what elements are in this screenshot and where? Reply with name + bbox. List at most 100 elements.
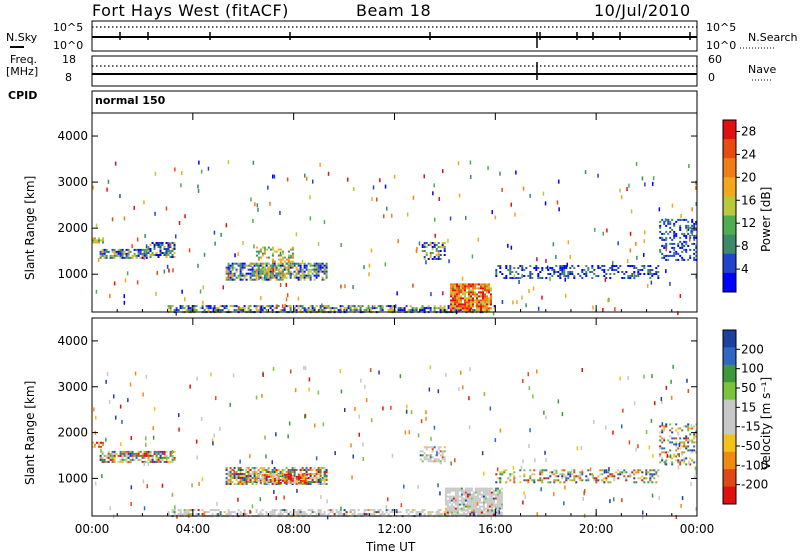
data-cell (439, 513, 442, 516)
data-cell (585, 479, 588, 482)
data-cell (450, 507, 453, 510)
data-cell (466, 303, 468, 306)
data-cell (665, 236, 668, 239)
data-cell (285, 467, 288, 469)
data-cell (433, 458, 436, 461)
data-cell (653, 469, 656, 472)
data-cell (263, 252, 266, 255)
data-cell (559, 269, 562, 271)
echo-point (287, 434, 289, 439)
data-cell (500, 493, 503, 496)
data-cell (659, 425, 662, 428)
data-cell (275, 264, 278, 267)
data-cell (659, 453, 662, 456)
data-cell (319, 270, 322, 273)
data-cell (313, 473, 316, 475)
data-cell (269, 305, 272, 308)
data-cell (474, 503, 477, 506)
data-cell (478, 299, 480, 302)
data-cell (147, 456, 150, 459)
data-cell (227, 509, 230, 512)
data-cell (147, 252, 150, 254)
echo-point (353, 187, 355, 191)
data-cell (500, 501, 503, 504)
data-cell (466, 509, 469, 512)
data-cell (263, 473, 266, 476)
data-cell (177, 509, 180, 512)
data-cell (279, 276, 282, 279)
data-cell (299, 509, 302, 512)
data-cell (484, 295, 486, 298)
echo-point (285, 282, 287, 287)
data-cell (511, 271, 514, 273)
data-cell (153, 450, 156, 453)
data-cell (345, 307, 348, 310)
data-cell (291, 471, 294, 473)
data-cell (695, 244, 698, 247)
data-cell (625, 471, 628, 474)
data-cell (454, 293, 456, 296)
data-cell (454, 509, 457, 512)
data-cell (675, 252, 678, 255)
data-cell (496, 509, 499, 512)
data-cell (595, 481, 598, 484)
data-cell (102, 239, 104, 242)
echo-point (154, 171, 157, 176)
echo-point (326, 499, 328, 504)
data-cell (257, 475, 260, 478)
data-cell (456, 291, 458, 294)
data-cell (151, 456, 154, 459)
data-cell (456, 293, 458, 296)
data-cell (301, 272, 304, 275)
data-cell (299, 262, 302, 265)
echo-point (108, 399, 111, 404)
data-cell (319, 475, 322, 477)
echo-point (620, 195, 623, 200)
data-cell (474, 495, 477, 498)
data-cell (460, 493, 463, 496)
data-cell (399, 307, 402, 310)
data-cell (273, 264, 276, 267)
data-cell (484, 507, 487, 510)
data-cell (579, 479, 582, 482)
echo-point (130, 436, 132, 441)
data-cell (482, 301, 484, 304)
data-cell (567, 471, 570, 474)
data-cell (375, 307, 378, 310)
beam-label: Beam 18 (356, 1, 432, 20)
data-cell (139, 454, 142, 457)
echo-point (522, 500, 524, 505)
data-cell (549, 481, 552, 484)
data-cell (321, 309, 324, 312)
echo-point (105, 379, 107, 384)
data-cell (291, 264, 294, 267)
data-cell (147, 452, 150, 455)
data-cell (482, 497, 485, 500)
echo-point (175, 311, 177, 316)
data-cell (365, 307, 368, 310)
data-cell (283, 260, 286, 263)
echo-point (207, 166, 210, 171)
data-cell (289, 270, 292, 273)
data-cell (239, 467, 242, 469)
nave-label: Nave (748, 63, 777, 76)
data-cell (117, 250, 120, 253)
data-cell (139, 252, 142, 255)
data-cell (587, 469, 590, 472)
data-cell (145, 254, 148, 257)
data-cell (361, 305, 364, 308)
data-cell (265, 274, 268, 277)
data-cell (470, 509, 473, 512)
data-cell (689, 439, 692, 442)
data-cell (287, 477, 290, 480)
data-cell (273, 307, 276, 310)
data-cell (452, 301, 454, 304)
data-cell (437, 511, 440, 514)
data-cell (143, 250, 146, 253)
data-cell (167, 252, 170, 254)
xaxis-label: Time UT (366, 540, 416, 554)
data-cell (135, 452, 138, 455)
data-cell (452, 283, 454, 286)
data-cell (679, 224, 682, 227)
echo-point (220, 232, 222, 237)
